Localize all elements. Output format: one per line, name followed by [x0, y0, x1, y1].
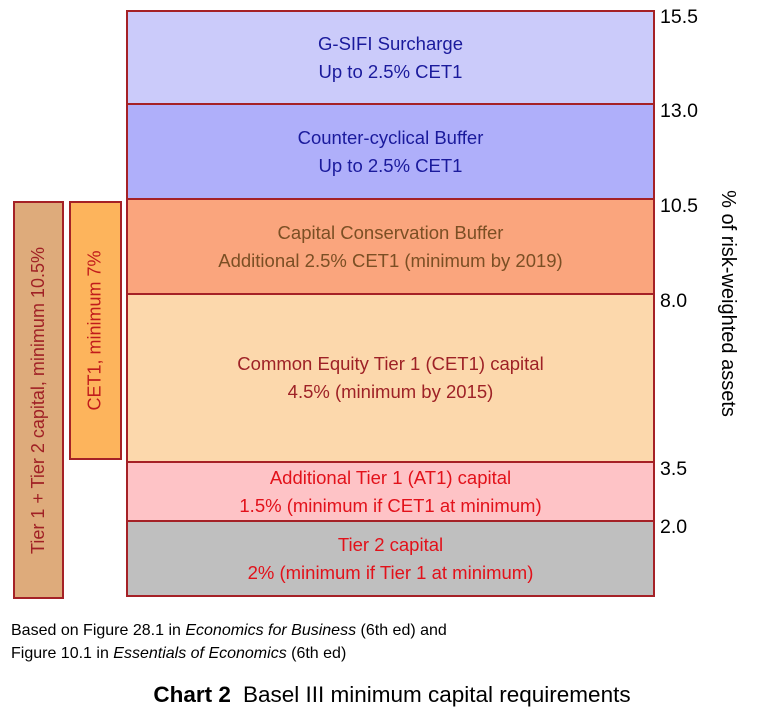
y-tick-3-5: 3.5 — [660, 458, 688, 480]
range-bar-tier1-plus-tier2: Tier 1 + Tier 2 capital, minimum 10.5% — [13, 201, 64, 599]
range-bar-label: CET1, minimum 7% — [85, 250, 105, 411]
segment-label: Common Equity Tier 1 (CET1) capital — [237, 353, 544, 374]
y-tick-15-5: 15.5 — [660, 6, 698, 28]
segment-sublabel: 1.5% (minimum if CET1 at minimum) — [239, 494, 542, 516]
segment-gsifi-surcharge: G-SIFI Surcharge Up to 2.5% CET1 — [128, 12, 653, 105]
segment-capital-conservation-buffer: Capital Conservation Buffer Additional 2… — [128, 200, 653, 295]
segment-tier2-capital: Tier 2 capital 2% (minimum if Tier 1 at … — [128, 522, 653, 595]
segment-label: Tier 2 capital — [337, 533, 444, 555]
segment-sublabel: 4.5% (minimum by 2015) — [287, 381, 494, 402]
chart-caption-number: Chart 2 — [153, 682, 231, 707]
y-tick-13-0: 13.0 — [660, 100, 698, 122]
y-axis-label: % of risk-weighted assets — [716, 190, 739, 417]
source-line-2: Figure 10.1 in Essentials of Economics (… — [11, 645, 347, 662]
chart-caption-title: Basel III minimum capital requirements — [242, 682, 631, 707]
segment-label: Additional Tier 1 (AT1) capital — [269, 466, 512, 488]
stacked-bar: G-SIFI Surcharge Up to 2.5% CET1 Counter… — [126, 10, 655, 597]
y-axis-label-wrap: % of risk-weighted assets — [702, 10, 752, 597]
y-tick-2-0: 2.0 — [660, 516, 688, 538]
segment-sublabel: Additional 2.5% CET1 (minimum by 2019) — [218, 249, 563, 271]
source-book-title: Economics for Business — [185, 622, 357, 639]
y-tick-8-0: 8.0 — [660, 290, 688, 312]
range-bar-cet1-minimum: CET1, minimum 7% — [69, 201, 122, 460]
chart-caption: Chart 2 Basel III minimum capital require… — [22, 682, 758, 708]
segment-label: G-SIFI Surcharge — [318, 32, 463, 54]
source-note: Based on Figure 28.1 in Economics for Bu… — [11, 619, 447, 665]
segment-at1-capital: Additional Tier 1 (AT1) capital 1.5% (mi… — [128, 463, 653, 522]
segment-sublabel: Up to 2.5% CET1 — [318, 154, 463, 176]
segment-sublabel: Up to 2.5% CET1 — [318, 60, 463, 82]
segment-cet1-capital: Common Equity Tier 1 (CET1) capital 4.5%… — [128, 295, 653, 463]
segment-label: Capital Conservation Buffer — [277, 221, 504, 243]
segment-sublabel: 2% (minimum if Tier 1 at minimum) — [247, 561, 534, 583]
range-bar-label: Tier 1 + Tier 2 capital, minimum 10.5% — [28, 246, 49, 554]
source-book-title: Essentials of Economics — [113, 645, 287, 662]
segment-label: Counter-cyclical Buffer — [297, 126, 484, 148]
segment-countercyclical-buffer: Counter-cyclical Buffer Up to 2.5% CET1 — [128, 105, 653, 200]
source-line-1: Based on Figure 28.1 in Economics for Bu… — [11, 622, 447, 639]
y-tick-10-5: 10.5 — [660, 195, 698, 217]
